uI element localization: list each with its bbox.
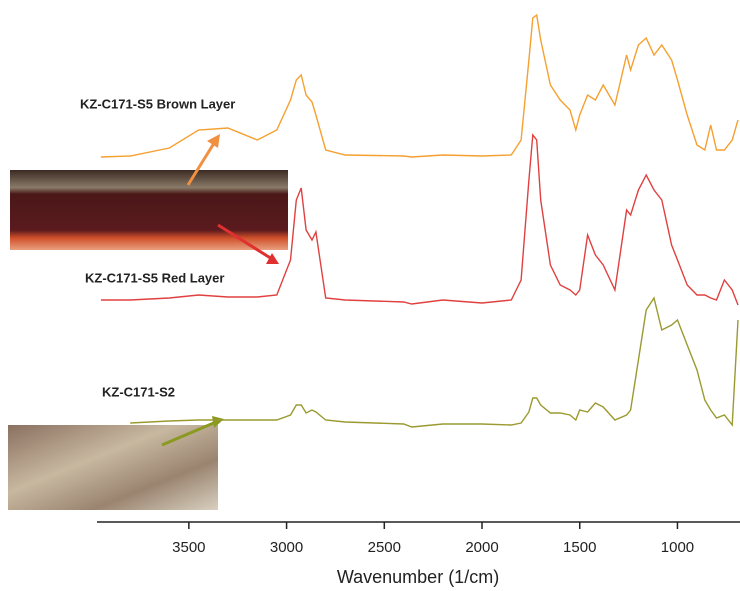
series-label: KZ-C171-S2 (102, 384, 175, 399)
series-label: KZ-C171-S5 Red Layer (85, 270, 224, 285)
x-tick-label: 1500 (563, 539, 596, 556)
x-axis-title: Wavenumber (1/cm) (337, 567, 499, 587)
spectrum-line (101, 15, 738, 157)
x-tick-label: 2000 (465, 539, 498, 556)
chart: Wavenumber (1/cm) 3500 3000 2500 2000 1500 10… (0, 0, 740, 591)
arrow-head (266, 253, 279, 264)
red-layer-photo (10, 170, 288, 250)
spectrum-line (130, 298, 738, 427)
series-label: KZ-C171-S5 Brown Layer (80, 96, 235, 111)
s2-photo (8, 425, 218, 510)
x-tick-label: 3500 (172, 539, 205, 556)
x-tick-label: 3000 (270, 539, 303, 556)
page: {"chart_data": { "type": "line", "x_labe… (0, 0, 740, 591)
x-tick-label: 2500 (368, 539, 401, 556)
x-tick-label: 1000 (661, 539, 694, 556)
